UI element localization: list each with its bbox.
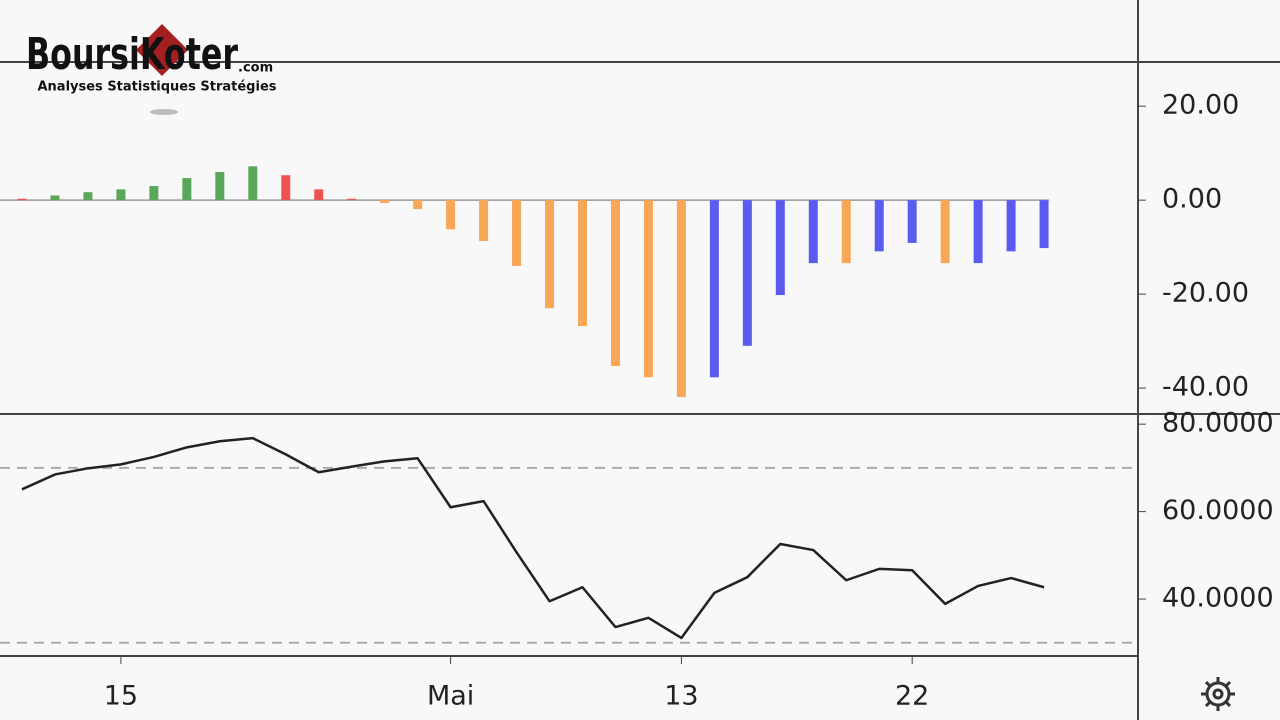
- bar: [874, 200, 884, 252]
- bar: [808, 200, 818, 264]
- bar: [512, 200, 522, 266]
- logo-name: BoursiKoter: [26, 29, 238, 80]
- bar: [709, 200, 719, 378]
- bar: [775, 200, 785, 296]
- bar: [545, 200, 555, 309]
- bar: [116, 189, 126, 201]
- bar: [314, 189, 324, 201]
- bar: [1006, 200, 1016, 252]
- x-tick-label: 15: [104, 681, 138, 712]
- y-tick-label: -40.00: [1162, 372, 1249, 403]
- logo-diamond: [136, 24, 188, 76]
- bar: [50, 195, 60, 201]
- bar: [17, 198, 27, 201]
- y-tick-label: 0.00: [1162, 184, 1222, 215]
- bar: [973, 200, 983, 264]
- bar: [215, 171, 225, 201]
- bar: [643, 200, 653, 378]
- bar: [1039, 200, 1049, 249]
- y-tick-label: -20.00: [1162, 278, 1249, 309]
- bar: [380, 200, 390, 203]
- x-tick-label: Mai: [427, 681, 474, 712]
- bar: [610, 200, 620, 367]
- bar: [841, 200, 851, 264]
- y-tick-label: 40.0000: [1162, 583, 1274, 614]
- bar: [676, 200, 686, 398]
- logo-domain: .com: [238, 61, 273, 76]
- bar: [413, 200, 423, 210]
- line: [21, 436, 1045, 640]
- bar: [182, 178, 192, 201]
- bar: [907, 200, 917, 243]
- settings-icon[interactable]: [1201, 677, 1235, 711]
- bar: [347, 198, 357, 201]
- bar: [446, 200, 456, 230]
- x-tick-label: 22: [895, 681, 929, 712]
- logo-tagline: Analyses Statistiques Stratégies: [37, 80, 276, 95]
- bar: [940, 200, 950, 264]
- bar: [83, 192, 93, 201]
- bar: [281, 175, 291, 201]
- bar: [149, 186, 159, 201]
- logo: BoursiKoter .com Analyses Statistiques S…: [26, 24, 277, 115]
- y-tick-label: 80.0000: [1162, 408, 1274, 439]
- logo-shadow: [150, 109, 178, 115]
- bar: [479, 200, 489, 242]
- y-tick-label: 60.0000: [1162, 495, 1274, 526]
- x-tick-label: 13: [664, 681, 698, 712]
- y-tick-label: 20.00: [1162, 90, 1239, 121]
- bar: [742, 200, 752, 346]
- bar: [577, 200, 587, 327]
- bar: [248, 166, 258, 201]
